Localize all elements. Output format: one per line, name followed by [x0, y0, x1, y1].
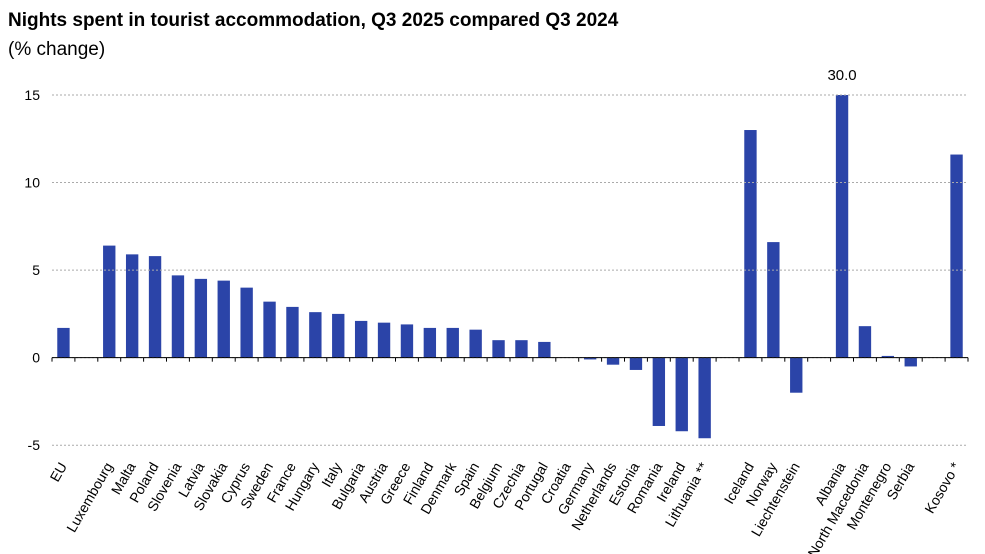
- bar: [400, 324, 414, 358]
- bar: [492, 340, 505, 358]
- bar: [103, 245, 116, 358]
- bar: [446, 327, 459, 358]
- bar: [469, 329, 482, 358]
- bar: [515, 340, 528, 358]
- bar: [698, 357, 711, 439]
- bar: [881, 355, 895, 358]
- bar: [57, 327, 70, 358]
- bar: [904, 357, 917, 367]
- plot-area: [57, 95, 963, 439]
- bar: [423, 327, 437, 358]
- y-tick-label: 5: [32, 262, 40, 278]
- x-tick-label: EU: [46, 460, 70, 485]
- y-tick-label: 0: [32, 350, 40, 366]
- bar: [309, 312, 322, 358]
- bar: [263, 301, 276, 358]
- bar: [652, 357, 666, 426]
- bar: [767, 242, 780, 358]
- bar: [377, 322, 391, 358]
- bar: [286, 306, 299, 358]
- y-tick-label: 10: [24, 175, 40, 191]
- chart-title: Nights spent in tourist accommodation, Q…: [8, 10, 619, 31]
- bar: [675, 357, 688, 432]
- bar: [606, 357, 620, 365]
- bar: [790, 357, 803, 393]
- bar: [629, 357, 643, 370]
- bar: [148, 256, 162, 358]
- chart-subtitle: (% change): [8, 39, 105, 60]
- x-tick-label: Kosovo *: [921, 459, 963, 516]
- bar: [950, 154, 963, 358]
- y-tick-label: 15: [24, 87, 40, 103]
- bar: [332, 313, 345, 358]
- bar: [240, 287, 253, 358]
- y-tick-label: -5: [28, 437, 41, 453]
- x-tick-label: Luxembourg: [63, 460, 116, 535]
- bar: [217, 280, 230, 358]
- bar: [125, 254, 139, 358]
- bar: [194, 278, 208, 358]
- bar: [583, 357, 597, 360]
- bar: [538, 341, 551, 358]
- bar: [858, 326, 872, 358]
- bar: [354, 320, 368, 358]
- value-label: 30.0: [827, 67, 856, 84]
- bar: [835, 95, 849, 358]
- bar: [171, 275, 185, 358]
- bar: [744, 130, 757, 358]
